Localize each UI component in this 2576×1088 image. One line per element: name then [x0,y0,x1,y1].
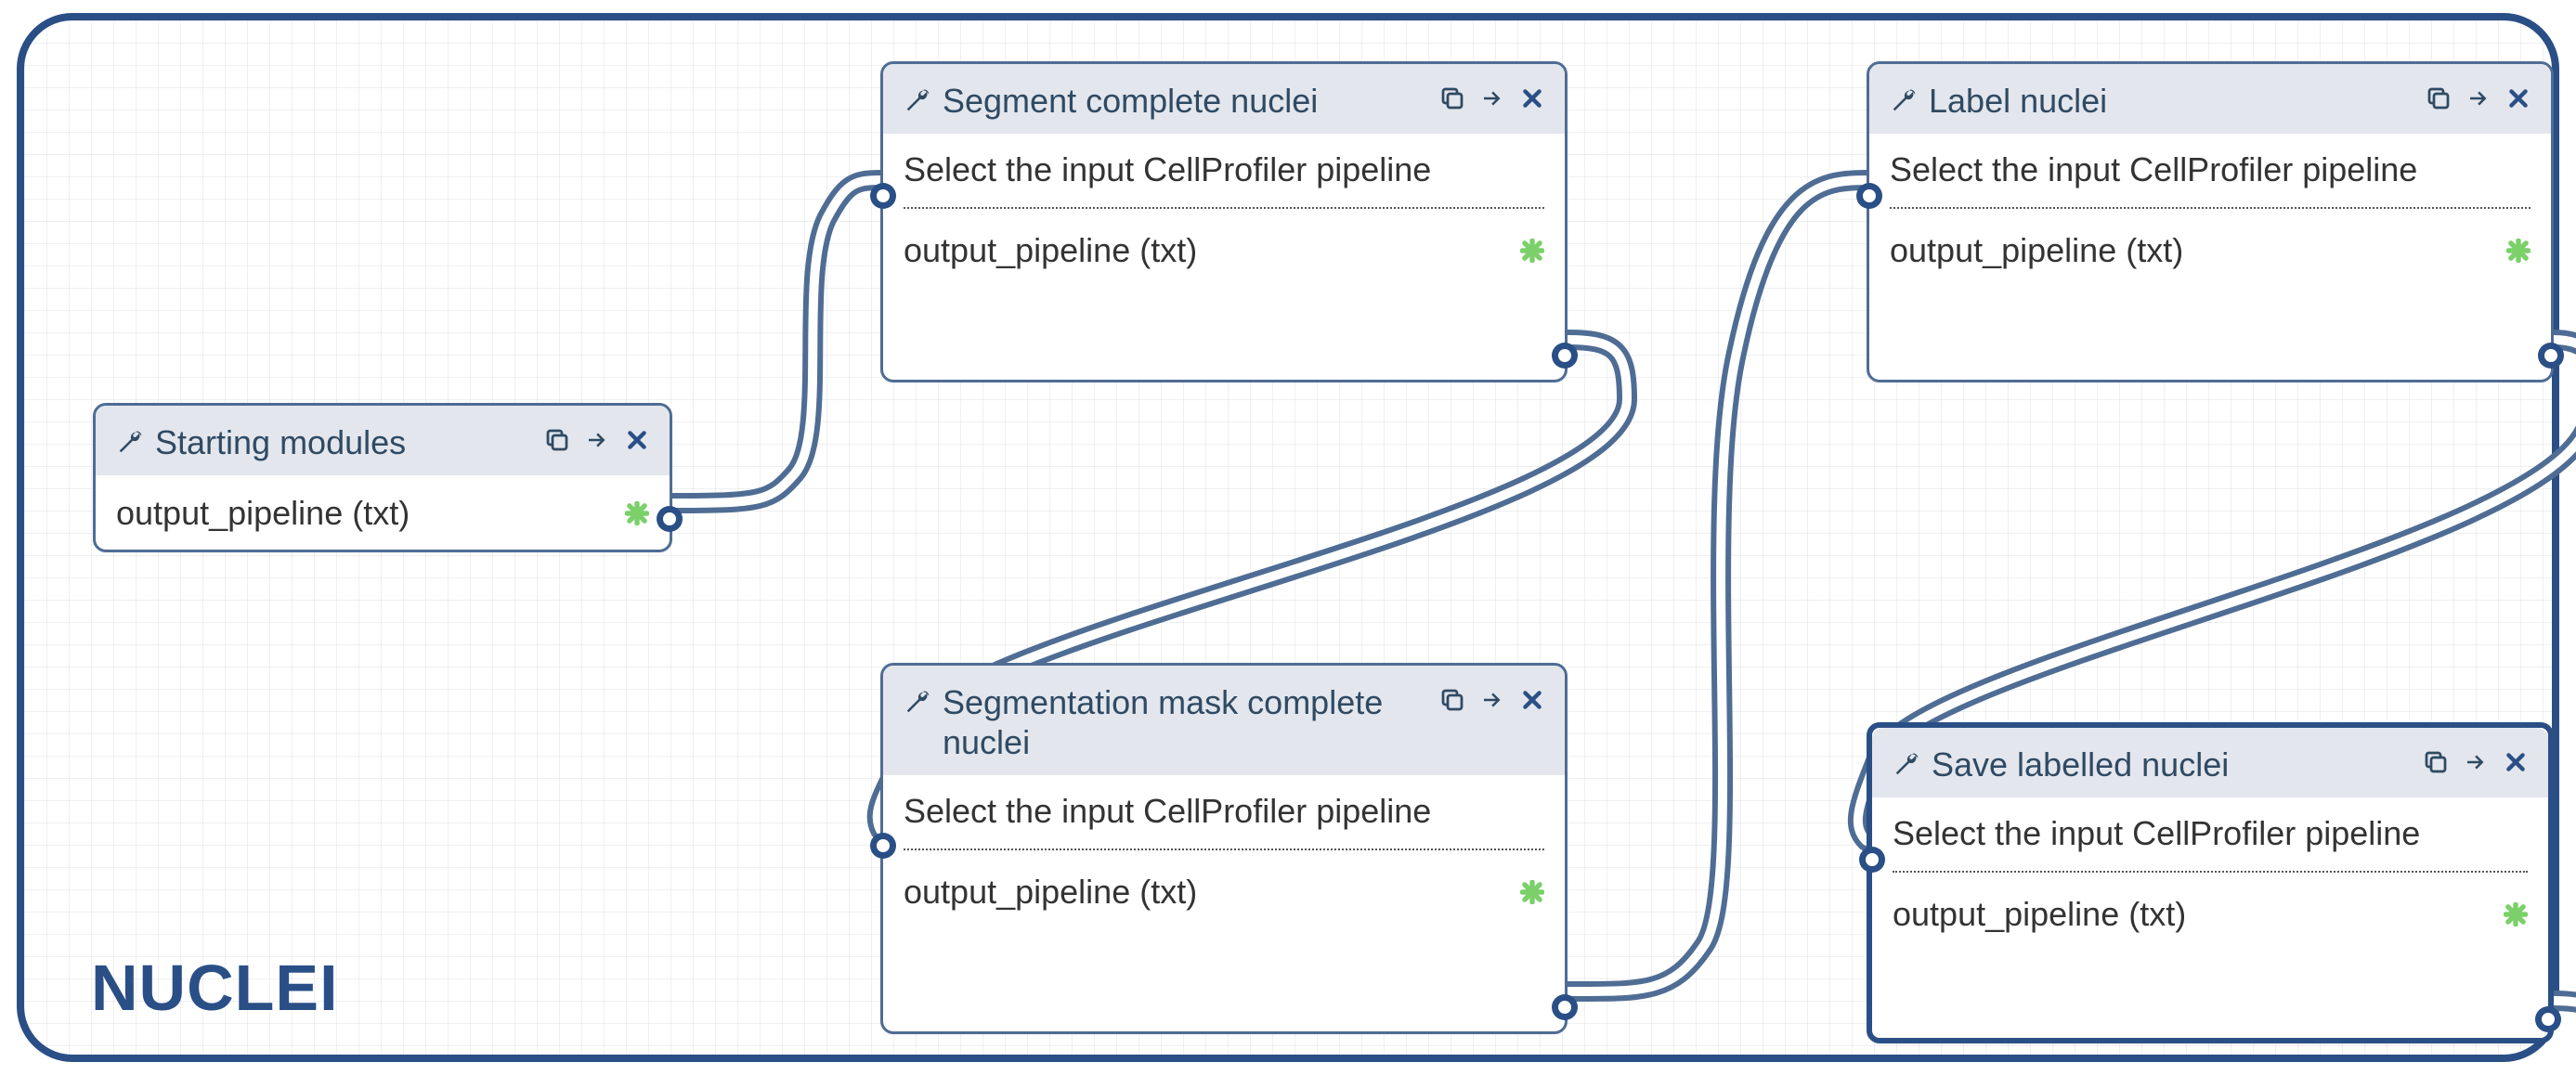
node-body: Select the input CellProfiler pipeline [883,775,1565,858]
asterisk-icon [2504,902,2528,926]
node-title: Starting modules [155,422,406,462]
node-output-label: output_pipeline (txt) [116,494,410,533]
node-title: Label nuclei [1929,81,2107,121]
node-header-actions [2425,81,2530,112]
arrow-right-icon[interactable] [1479,686,1507,714]
port-in[interactable] [1856,183,1882,209]
node-output-label: output_pipeline (txt) [904,873,1197,912]
node-segmask[interactable]: Segmentation mask complete nuclei Select … [880,663,1568,1034]
close-icon[interactable] [625,428,649,452]
node-output-label: output_pipeline (txt) [1890,231,2183,270]
node-output-label: output_pipeline (txt) [1893,895,2186,934]
node-output-row: output_pipeline (txt) [1872,880,2548,951]
wrench-icon [1893,745,1920,778]
node-output-label: output_pipeline (txt) [904,231,1197,270]
node-header-actions [1438,81,1544,112]
node-header-left: Save labelled nuclei [1893,745,2411,784]
node-input-label: Select the input CellProfiler pipeline [1890,149,2530,209]
node-header-left: Segmentation mask complete nuclei [904,682,1427,762]
node-input-label: Select the input CellProfiler pipeline [904,149,1544,209]
arrow-right-icon[interactable] [2465,84,2493,112]
close-icon[interactable] [2504,750,2528,774]
node-header-actions [543,422,649,454]
port-out[interactable] [2535,1006,2561,1032]
node-output-row: output_pipeline (txt) [883,858,1565,928]
arrow-right-icon[interactable] [2463,748,2491,776]
asterisk-icon [1520,239,1544,263]
node-header[interactable]: Starting modules [96,406,670,475]
arrow-right-icon[interactable] [584,426,612,454]
node-output-row: output_pipeline (txt) [96,475,670,550]
node-input-label: Select the input CellProfiler pipeline [904,790,1544,850]
copy-icon[interactable] [1438,84,1466,112]
node-header[interactable]: Save labelled nuclei [1872,728,2548,797]
wrench-icon [116,422,144,456]
node-header[interactable]: Label nuclei [1869,64,2551,134]
node-title: Segment complete nuclei [943,81,1318,121]
node-body: Select the input CellProfiler pipeline [883,134,1565,216]
copy-icon[interactable] [1438,686,1466,714]
port-out[interactable] [1552,343,1578,369]
group-label: NUCLEI [91,951,339,1025]
node-output-row: output_pipeline (txt) [1869,216,2551,287]
port-in[interactable] [1859,847,1885,873]
node-header-left: Label nuclei [1890,81,2413,121]
node-output-row: output_pipeline (txt) [883,216,1565,287]
node-header-actions [2422,745,2528,776]
asterisk-icon [1520,880,1544,904]
wrench-icon [1890,81,1918,114]
node-header[interactable]: Segment complete nuclei [883,64,1565,134]
node-label[interactable]: Label nuclei Select the input CellProfile… [1867,61,2554,382]
close-icon[interactable] [1520,688,1544,712]
arrow-right-icon[interactable] [1479,84,1507,112]
node-header-left: Segment complete nuclei [904,81,1427,121]
asterisk-icon [625,501,649,525]
node-header-actions [1438,682,1544,714]
close-icon[interactable] [2506,86,2530,110]
port-out[interactable] [1552,994,1578,1020]
copy-icon[interactable] [543,426,571,454]
node-header[interactable]: Segmentation mask complete nuclei [883,666,1565,775]
wrench-icon [904,682,931,716]
node-segment[interactable]: Segment complete nuclei Select the input … [880,61,1568,382]
workflow-canvas: NUCLEI Starting modules output_pipeline (… [0,0,2576,1088]
port-in[interactable] [870,833,896,859]
port-in[interactable] [870,183,896,209]
node-body: Select the input CellProfiler pipeline [1869,134,2551,216]
node-body: Select the input CellProfiler pipeline [1872,797,2548,880]
port-out[interactable] [657,506,683,532]
node-header-left: Starting modules [116,422,532,462]
node-save[interactable]: Save labelled nuclei Select the input Cel… [1867,722,2554,1043]
node-title: Segmentation mask complete nuclei [943,682,1427,762]
close-icon[interactable] [1520,86,1544,110]
node-title: Save labelled nuclei [1932,745,2229,784]
node-starting[interactable]: Starting modules output_pipeline (txt) [93,403,672,552]
wrench-icon [904,81,931,114]
asterisk-icon [2506,239,2530,263]
node-input-label: Select the input CellProfiler pipeline [1893,812,2528,873]
copy-icon[interactable] [2422,748,2450,776]
port-out[interactable] [2538,343,2564,369]
copy-icon[interactable] [2425,84,2452,112]
